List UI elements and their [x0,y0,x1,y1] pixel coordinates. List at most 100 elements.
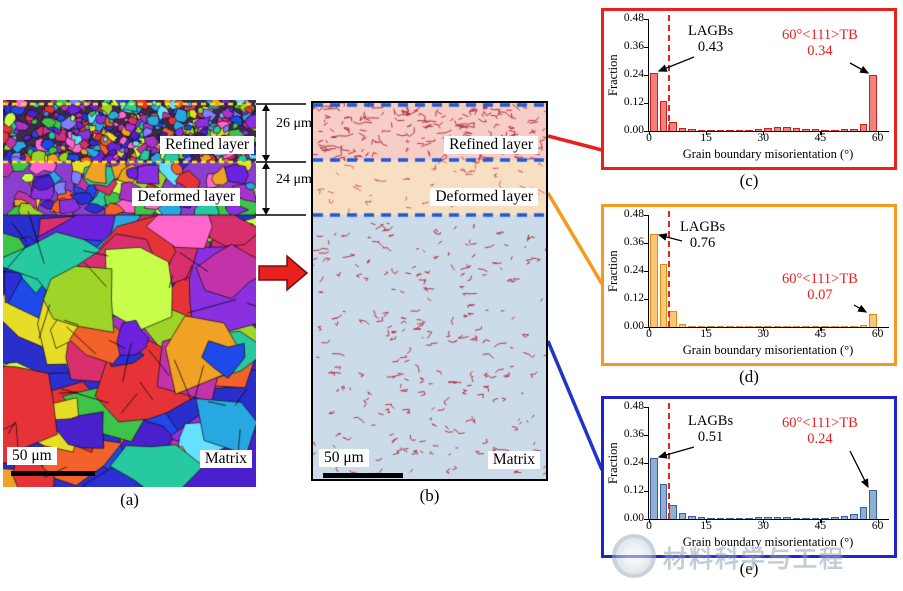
histogram-bar [650,233,658,327]
y-tick-label: 0.00 [623,124,644,136]
lagb-annotation: LAGBs 0.76 [680,219,725,251]
y-tick-label: 0.48 [623,400,644,412]
histogram-bar [811,326,820,327]
histogram-bar [716,517,725,519]
x-tick-label: 0 [646,520,652,532]
y-tick-label: 0.00 [623,320,644,332]
histogram-bar [669,121,677,131]
histogram-bar [754,326,763,327]
y-tick-label: 0.24 [623,456,644,468]
y-tick [644,271,649,273]
x-tick [649,519,651,523]
x-tick [706,131,708,135]
x-tick [649,327,651,331]
y-tick-label: 0.36 [623,428,644,440]
y-tick [644,407,649,409]
histogram-bar [650,458,658,519]
x-tick [877,131,879,135]
x-tick-label: 45 [814,520,827,532]
histogram-matrix: Fraction 0 15 30 45 60 0.00 0.12 0.24 0.36 0.48 G… [601,396,897,558]
histogram-bar [831,517,839,519]
tb-annotation: 60°<111>TB 0.07 [782,271,858,303]
connector-refined-line [547,134,603,152]
x-tick [877,327,879,331]
histogram-bar [840,516,848,519]
histogram-bar [773,326,782,327]
histogram-bar [678,323,687,327]
x-tick-label: 45 [814,132,827,144]
boundary-map-canvas [313,103,546,479]
histogram-bar [716,326,725,327]
y-tick-label: 0.12 [623,484,644,496]
lagb-value: 0.76 [689,235,716,252]
y-tick [644,19,649,21]
histogram-bar [831,326,839,327]
y-tick [644,131,649,133]
scale-bar-label: 50 μm [7,447,57,465]
plot-area: 0 15 30 45 60 0.00 0.12 0.24 0.36 0.48 [624,12,889,144]
histogram-bar [850,128,858,131]
histogram-bar [811,517,820,519]
histogram-bar [650,72,658,131]
histogram-bar [707,517,715,519]
y-tick [644,463,649,465]
scale-bar [323,473,403,478]
histogram-bar [745,129,753,131]
histogram-bar [773,127,782,131]
y-tick-label: 0.12 [623,292,644,304]
x-tick-label: 15 [700,132,712,144]
tb-label: 60°<111>TB [782,27,858,43]
x-axis-label: Grain boundary misorientation (°) [682,535,854,549]
y-tick-label: 0.00 [623,512,644,524]
panel-e-letter: (e) [739,559,759,578]
refined-layer-label: Refined layer [444,136,538,154]
y-tick-label: 0.36 [623,40,644,52]
histogram-bar [745,326,753,327]
x-tick [706,327,708,331]
tb-label: 60°<111>TB [782,415,858,431]
tb-value: 0.24 [807,431,833,448]
x-tick-label: 30 [757,328,770,340]
histogram-bar [726,326,734,327]
watermark-logo-icon [612,534,656,578]
histogram-bar [850,513,858,519]
lagb-value: 0.43 [697,39,724,56]
x-tick [820,327,822,331]
transition-arrow-shape [258,254,309,292]
histogram-bar [678,127,687,131]
y-tick-label: 0.24 [623,264,644,276]
y-tick [644,327,649,329]
panel-b-letter: (b) [419,486,440,505]
tb-annotation: 60°<111>TB 0.34 [782,27,858,59]
histogram-bar [688,325,696,327]
x-tick [763,519,765,523]
y-tick-label: 0.48 [623,208,644,220]
watermark: 材料科学与工程 [612,534,845,578]
histogram-bar [764,516,772,519]
panel-a-letter: (a) [120,490,139,509]
panel-a-ebsd-map: Refined layer Deformed layer Matrix 50 μ… [3,100,256,487]
x-tick-label: 15 [700,328,712,340]
x-tick-label: 60 [871,328,884,340]
x-tick-label: 60 [871,520,884,532]
scale-bar-label: 50 μm [319,449,369,467]
layer-thickness-arrows [256,103,306,216]
watermark-text: 材料科学与工程 [663,545,845,573]
x-tick-label: 30 [757,520,770,532]
refined-layer-label: Refined layer [160,136,254,154]
deformed-layer-label: Deformed layer [430,188,538,206]
refined-thickness-label: 26 μm [276,116,312,131]
tb-value: 0.34 [807,43,833,60]
x-tick [763,327,765,331]
histogram-bar [821,129,829,131]
transition-arrow [258,254,309,292]
histogram-bar [783,326,791,327]
x-axis-label: Grain boundary misorientation (°) [682,147,854,161]
histogram-deformed: Fraction 0 15 30 45 60 0.00 0.12 0.24 0.36 0.48 G… [601,204,897,366]
y-tick-label: 0.12 [623,96,644,108]
y-tick [644,435,649,437]
histogram-bar [697,517,706,519]
y-tick [644,47,649,49]
histogram-bar [764,326,772,327]
